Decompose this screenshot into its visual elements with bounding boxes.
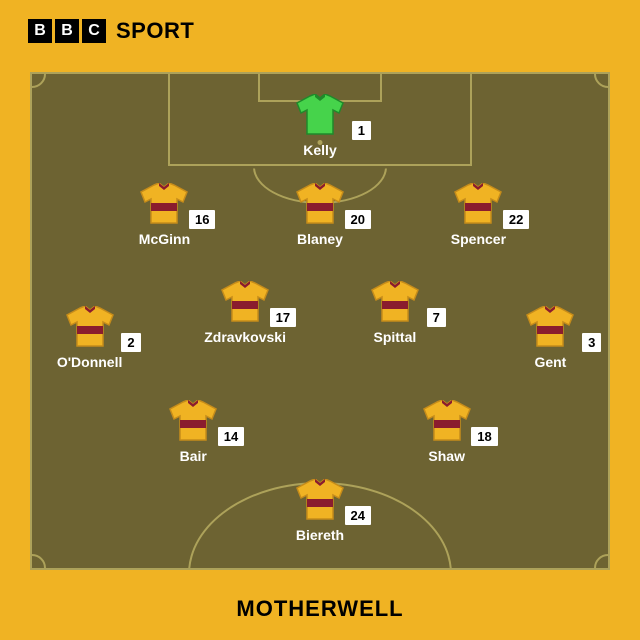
player-name: Spittal: [350, 329, 440, 345]
player-name: O'Donnell: [45, 354, 135, 370]
corner-arc: [30, 72, 46, 88]
player: 3 Gent: [505, 306, 595, 370]
player-name: Spencer: [433, 231, 523, 247]
bbc-sport-text: SPORT: [116, 18, 194, 44]
shirt-icon: 17: [220, 281, 270, 323]
player-number: 24: [345, 506, 371, 525]
player-name: Bair: [148, 448, 238, 464]
player: 2 O'Donnell: [45, 306, 135, 370]
player: 16 McGinn: [119, 183, 209, 247]
player-name: Gent: [505, 354, 595, 370]
bbc-b3: C: [82, 19, 106, 43]
corner-arc: [594, 72, 610, 88]
player-number: 17: [270, 308, 296, 327]
shirt-icon: 16: [139, 183, 189, 225]
shirt-icon: 3: [525, 306, 575, 348]
player-name: Blaney: [275, 231, 365, 247]
player-number: 14: [218, 427, 244, 446]
shirt-icon: 24: [295, 479, 345, 521]
player-name: Kelly: [275, 142, 365, 158]
player-number: 22: [503, 210, 529, 229]
shirt-icon: 14: [168, 400, 218, 442]
shirt-icon: 18: [422, 400, 472, 442]
player: 20 Blaney: [275, 183, 365, 247]
player-name: Biereth: [275, 527, 365, 543]
player: 22 Spencer: [433, 183, 523, 247]
player-number: 18: [471, 427, 497, 446]
player: 14 Bair: [148, 400, 238, 464]
player-number: 20: [345, 210, 371, 229]
bbc-blocks: B B C: [28, 19, 106, 43]
corner-arc: [30, 554, 46, 570]
player: 1 Kelly: [275, 94, 365, 158]
player: 24 Biereth: [275, 479, 365, 543]
player-number: 1: [352, 121, 371, 140]
bbc-sport-logo: B B C SPORT: [28, 18, 194, 44]
player-number: 7: [427, 308, 446, 327]
player-number: 3: [582, 333, 601, 352]
bbc-b1: B: [28, 19, 52, 43]
player: 18 Shaw: [402, 400, 492, 464]
shirt-icon: 7: [370, 281, 420, 323]
shirt-icon: 1: [295, 94, 345, 136]
pitch-container: 1 Kelly 16 McGinn 20 Blaney 22 Spencer 2 O'Donnel…: [30, 72, 610, 570]
player-number: 2: [121, 333, 140, 352]
team-name: MOTHERWELL: [0, 596, 640, 622]
shirt-icon: 22: [453, 183, 503, 225]
player-name: Zdravkovski: [200, 329, 290, 345]
shirt-icon: 2: [65, 306, 115, 348]
shirt-icon: 20: [295, 183, 345, 225]
player: 17 Zdravkovski: [200, 281, 290, 345]
player: 7 Spittal: [350, 281, 440, 345]
corner-arc: [594, 554, 610, 570]
player-name: Shaw: [402, 448, 492, 464]
player-number: 16: [189, 210, 215, 229]
player-name: McGinn: [119, 231, 209, 247]
pitch: 1 Kelly 16 McGinn 20 Blaney 22 Spencer 2 O'Donnel…: [30, 72, 610, 570]
bbc-b2: B: [55, 19, 79, 43]
